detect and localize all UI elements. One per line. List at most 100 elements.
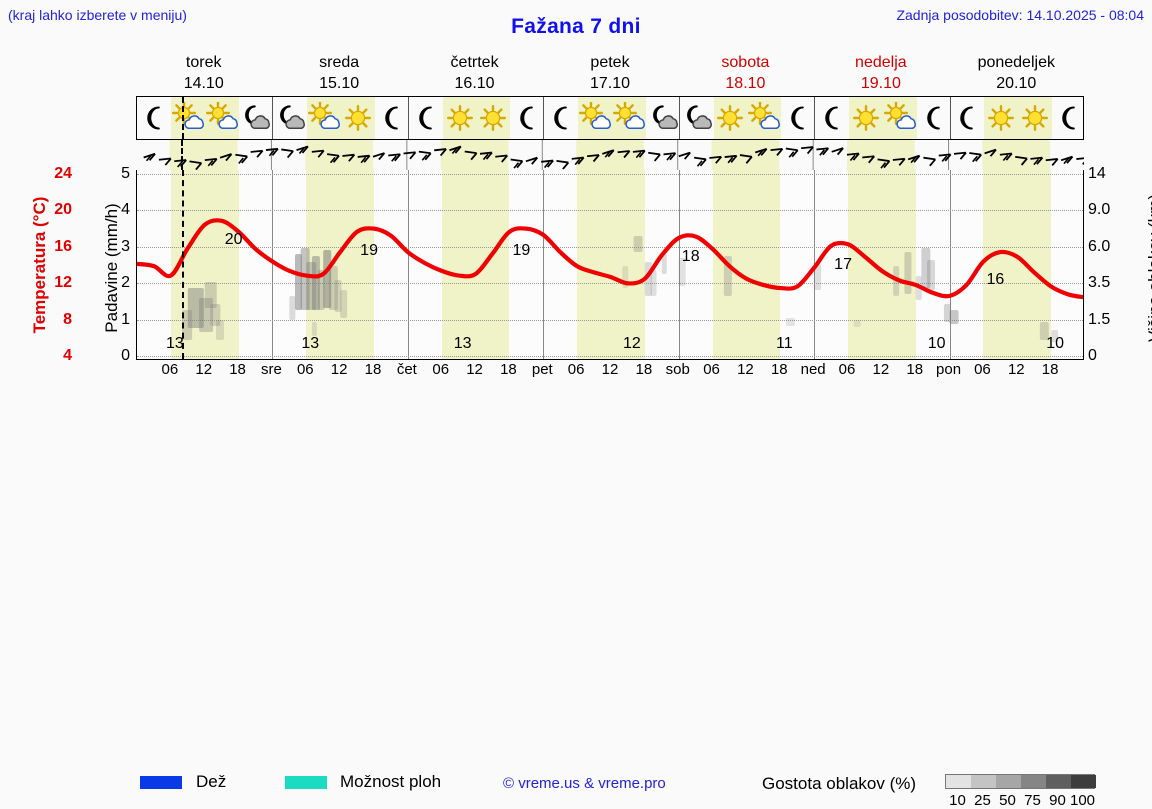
- cloudheight-tick: 6.0: [1088, 237, 1111, 255]
- weather-icon-cell: [815, 97, 849, 139]
- sun-cloud-icon: [883, 102, 916, 134]
- cloud-density-step-label: 25: [974, 792, 991, 809]
- x-tick-label: pon: [936, 361, 962, 378]
- temperature-point-label: 19: [360, 241, 378, 259]
- gridline: [137, 319, 1083, 321]
- icon-day-group-1: [272, 97, 407, 139]
- daylight-band: [712, 170, 781, 359]
- moon-icon: [410, 102, 442, 134]
- cloudheight-tick: 0: [1088, 347, 1097, 364]
- x-tick-label: 12: [1007, 361, 1025, 378]
- x-tick-label: 18: [770, 361, 788, 378]
- cloud-density-swatch: [996, 775, 1021, 788]
- day-header-3: petek 17.10: [542, 52, 677, 94]
- weather-icon-strip: [136, 96, 1084, 140]
- weather-icon-cell: [611, 97, 646, 139]
- icon-day-group-2: [407, 97, 544, 139]
- precipitation-tick: 3: [121, 237, 130, 255]
- moon-icon: [816, 102, 848, 134]
- precipitation-axis-title-text: Padavine (mm/h): [102, 203, 121, 333]
- menu-hint-text: (kraj lahko izberete v meniju): [8, 7, 187, 23]
- temperature-point-label: 20: [224, 230, 243, 248]
- temperature-point-label: 18: [681, 248, 700, 266]
- legend-swatch-rain: [140, 776, 182, 789]
- x-tick-label: 06: [838, 361, 856, 378]
- x-tick-label: sob: [665, 361, 690, 378]
- legend-label-showers: Možnost ploh: [340, 772, 442, 791]
- icon-day-group-3: [543, 97, 678, 139]
- x-tick-label: 12: [195, 361, 213, 378]
- temperature-point-label: 17: [834, 255, 852, 273]
- day-header-0: torek 14.10: [136, 52, 271, 94]
- weather-icon-cell: [578, 97, 612, 139]
- cloudheight-tick: 3.5: [1088, 274, 1111, 292]
- gridline: [137, 356, 1083, 357]
- x-tick-label: 06: [703, 361, 720, 378]
- cloudheight-tick: 14: [1088, 165, 1106, 182]
- moon-icon: [782, 102, 814, 134]
- icon-day-group-5: [814, 97, 949, 139]
- sun-cloud-icon: [171, 102, 204, 134]
- precipitation-tick: 5: [121, 165, 130, 182]
- temperature-tick: 12: [54, 274, 72, 292]
- cloudheight-tick: 1.5: [1088, 310, 1111, 328]
- x-tick-label: 18: [1041, 361, 1059, 378]
- weather-icon-cell: [848, 97, 883, 139]
- weather-icon-cell: [409, 97, 443, 139]
- last-update-text: Zadnja posodobitev: 14.10.2025 - 08:04: [896, 7, 1144, 23]
- x-tick-label: 06: [567, 361, 585, 378]
- day-date: 18.10: [725, 75, 766, 92]
- moon-cloud-icon: [647, 102, 679, 134]
- sun-icon: [714, 102, 746, 134]
- x-tick-label: 12: [601, 361, 619, 378]
- sun-icon: [444, 102, 476, 134]
- cloud-density-scale: [945, 774, 1096, 789]
- sun-icon: [850, 102, 882, 134]
- current-time-marker-extension: [182, 97, 185, 139]
- legend-swatch-showers: [285, 776, 327, 789]
- temperature-tick: 8: [63, 310, 72, 328]
- day-header-6: ponedeljek 20.10: [949, 52, 1084, 94]
- gridline: [137, 210, 1083, 212]
- x-tick-label: 18: [364, 361, 382, 378]
- x-tick-label: čet: [396, 361, 417, 378]
- header-bar: (kraj lahko izberete v meniju) Fažana 7 …: [0, 0, 1152, 38]
- cloud-density-step-label: 75: [1024, 792, 1041, 809]
- day-date: 16.10: [454, 75, 495, 92]
- day-header-row: torek 14.10 sreda 15.10 četrtek 16.10 petek 17.…: [136, 52, 1084, 96]
- cloud-density-swatch: [1046, 775, 1071, 788]
- cloud-density-step-label: 100: [1069, 792, 1096, 809]
- sun-cloud-icon: [205, 102, 238, 134]
- temperature-point-label: 19: [512, 241, 531, 259]
- day-separator: [543, 170, 545, 359]
- temperature-tick: 24: [54, 165, 72, 182]
- gridline: [137, 283, 1083, 285]
- x-tick-label: 12: [330, 361, 348, 378]
- cloud-density-swatch: [971, 775, 996, 788]
- sun-cloud-icon: [748, 102, 781, 134]
- x-axis-tick-row: 06 12 18 sre 06 12 18 čet 06 12 18 pet 06 12 18 sob 06 12…: [136, 361, 1084, 383]
- x-tick-label: 06: [296, 361, 314, 378]
- x-tick-label: 18: [500, 361, 517, 378]
- x-tick-label: 12: [872, 361, 890, 378]
- gridline: [137, 174, 1083, 175]
- weather-icon-cell: [1018, 97, 1053, 139]
- weather-icon-cell: [951, 97, 985, 139]
- legend-bar: Dež Možnost ploh © vreme.us & vreme.pro …: [0, 386, 1152, 809]
- copyright-link[interactable]: © vreme.us & vreme.pro: [503, 775, 666, 792]
- temperature-point-label: 10: [927, 335, 946, 352]
- weather-icon-cell: [204, 97, 239, 139]
- x-tick-label: pet: [531, 361, 553, 378]
- day-header-1: sreda 15.10: [271, 52, 406, 94]
- daylight-band: [170, 170, 239, 359]
- sun-cloud-icon: [308, 102, 341, 134]
- cloud-density-swatch: [946, 775, 971, 788]
- weather-icon-cell: [307, 97, 342, 139]
- precipitation-tick: 0: [121, 347, 130, 364]
- x-tick-label: sre: [261, 361, 282, 378]
- cloud-density-swatch: [1071, 775, 1096, 788]
- weather-icon-cell: [781, 97, 815, 139]
- weather-icon-cell: [510, 97, 544, 139]
- x-tick-label: 06: [432, 361, 450, 378]
- page-title: Fažana 7 dni: [511, 15, 641, 38]
